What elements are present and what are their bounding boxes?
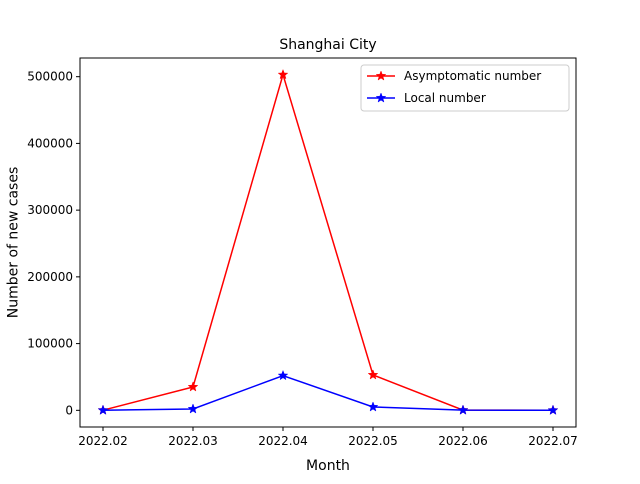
legend-box	[360, 64, 570, 112]
series-1	[97, 68, 559, 415]
x-tick-label: 2022.05	[348, 434, 398, 448]
x-axis-label: Month	[306, 458, 350, 474]
data-point	[457, 404, 469, 415]
y-tick-label: 300000	[27, 203, 73, 217]
legend-item: Asymptomatic number	[367, 69, 541, 83]
x-tick-label: 2022.06	[438, 434, 488, 448]
data-point	[277, 68, 289, 80]
y-tick-label: 100000	[27, 337, 73, 351]
axis-ticks: 2022.02 2022.03 2022.04 2022.05 2022.06 2022.…	[27, 70, 578, 448]
y-tick-label: 0	[65, 403, 73, 417]
legend-label: Asymptomatic number	[404, 69, 541, 83]
data-point	[367, 369, 379, 380]
x-tick-label: 2022.03	[168, 434, 218, 448]
data-point	[547, 404, 559, 415]
legend-marker	[375, 92, 387, 103]
series-2	[97, 369, 559, 415]
data-point	[187, 403, 199, 414]
legend-marker	[375, 70, 387, 81]
legend: Asymptomatic number Local number	[360, 64, 570, 112]
y-tick-label: 200000	[27, 270, 73, 284]
legend-item: Local number	[367, 91, 486, 105]
series-layer	[97, 68, 559, 415]
x-tick-label: 2022.02	[78, 434, 128, 448]
chart-title: Shanghai City	[279, 37, 376, 53]
plot-frame	[79, 57, 577, 428]
legend-label: Local number	[404, 91, 486, 105]
series-line	[102, 72, 554, 411]
y-axis-label: Number of new cases	[6, 167, 22, 319]
data-point	[277, 369, 289, 381]
y-tick-label: 400000	[27, 136, 73, 150]
data-point	[187, 381, 199, 392]
data-point	[97, 404, 109, 415]
y-tick-label: 500000	[27, 70, 73, 84]
series-line	[102, 374, 554, 412]
x-tick-label: 2022.07	[528, 434, 578, 448]
data-point	[367, 401, 379, 412]
x-tick-label: 2022.04	[258, 434, 308, 448]
